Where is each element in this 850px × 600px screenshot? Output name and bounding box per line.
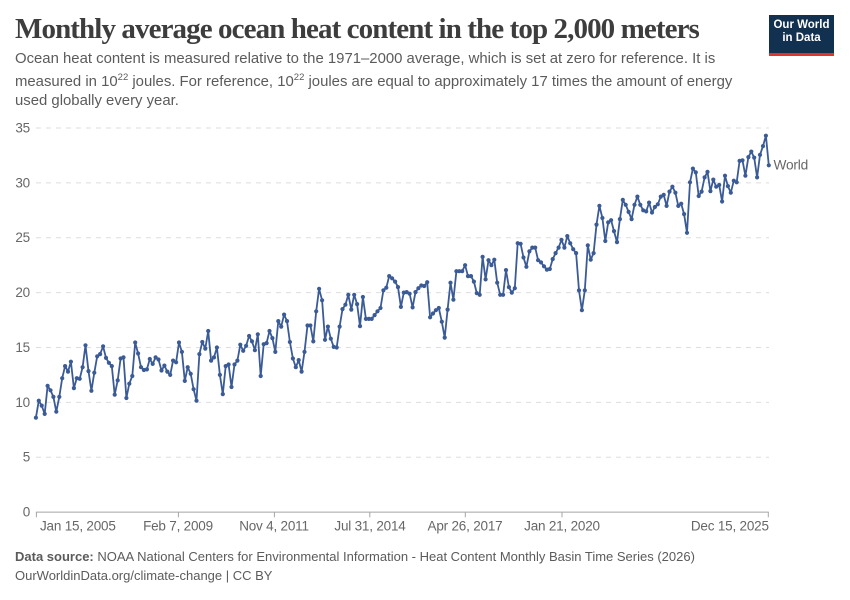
svg-text:World: World <box>774 158 809 173</box>
svg-text:Jul 31, 2014: Jul 31, 2014 <box>334 519 406 534</box>
svg-text:35: 35 <box>15 121 30 136</box>
svg-text:Jan 21, 2020: Jan 21, 2020 <box>524 519 600 534</box>
svg-text:Apr 26, 2017: Apr 26, 2017 <box>428 519 503 534</box>
svg-text:Nov 4, 2011: Nov 4, 2011 <box>239 519 309 534</box>
svg-text:20: 20 <box>15 285 30 300</box>
svg-text:30: 30 <box>15 175 30 190</box>
svg-text:Dec 15, 2025: Dec 15, 2025 <box>691 519 769 534</box>
svg-text:Jan 15, 2005: Jan 15, 2005 <box>40 519 116 534</box>
svg-text:25: 25 <box>15 230 30 245</box>
svg-text:0: 0 <box>23 505 30 520</box>
svg-text:10: 10 <box>15 395 30 410</box>
svg-text:5: 5 <box>23 450 30 465</box>
svg-text:15: 15 <box>15 340 30 355</box>
svg-text:Feb 7, 2009: Feb 7, 2009 <box>143 519 213 534</box>
